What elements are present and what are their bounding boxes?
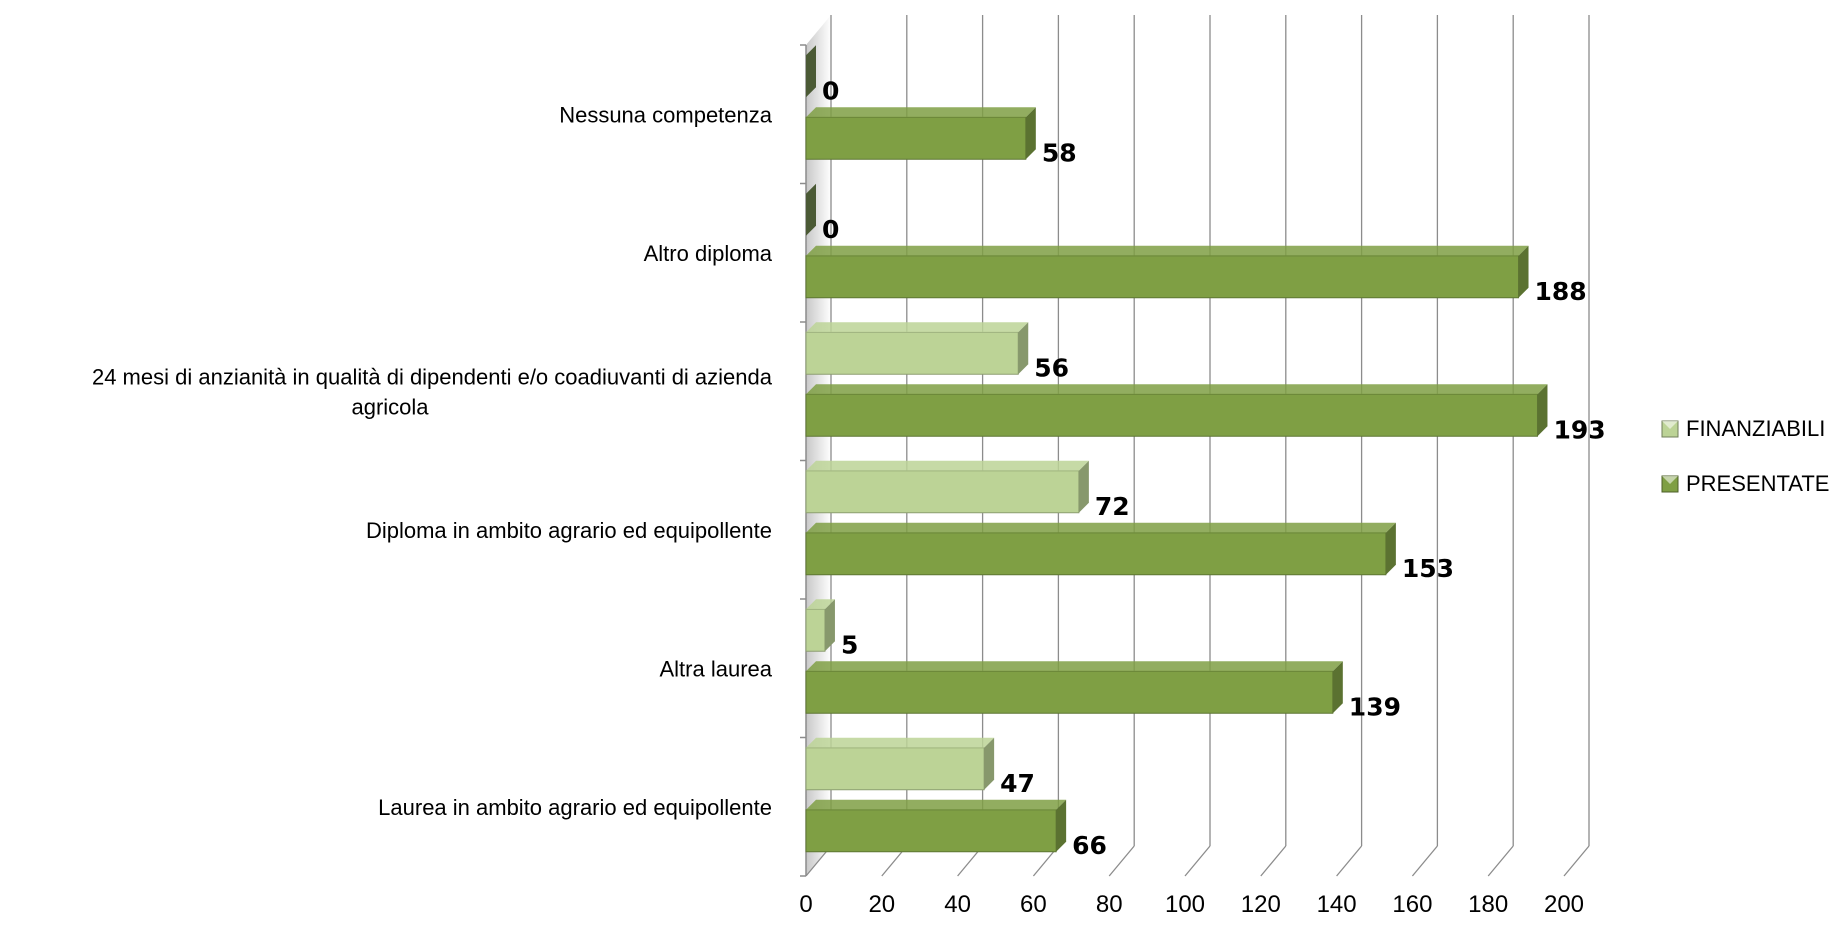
x-tick-label: 60 bbox=[1020, 891, 1047, 918]
bar-front bbox=[805, 608, 826, 652]
x-tick-label: 40 bbox=[944, 891, 971, 918]
floor-gridline bbox=[1411, 845, 1438, 877]
bar-front bbox=[805, 670, 1334, 714]
bar-finanziabili bbox=[805, 599, 835, 652]
value-label: 58 bbox=[1042, 138, 1077, 167]
bar-end bbox=[824, 599, 835, 652]
x-tick-label: 120 bbox=[1241, 891, 1281, 918]
bar-top bbox=[806, 460, 1089, 471]
floor-gridline bbox=[1563, 845, 1590, 877]
x-tick-label: 160 bbox=[1392, 891, 1432, 918]
bar-finanziabili bbox=[805, 460, 1089, 514]
bar-top bbox=[806, 599, 835, 610]
bar-end bbox=[1025, 107, 1036, 160]
floor-gridline bbox=[1336, 845, 1363, 877]
bar-presentate bbox=[805, 799, 1067, 853]
category-label: 24 mesi di anzianità in qualità di dipen… bbox=[92, 364, 773, 389]
legend: FINANZIABILI PRESENTATE bbox=[1661, 416, 1829, 496]
value-label: 47 bbox=[1000, 769, 1035, 798]
bar-end bbox=[1518, 245, 1529, 298]
bar-presentate bbox=[805, 384, 1548, 437]
bar-top bbox=[806, 322, 1029, 333]
floor-gridline bbox=[1108, 845, 1135, 877]
legend-item-presentate: PRESENTATE bbox=[1661, 471, 1829, 496]
bar-top bbox=[806, 522, 1396, 533]
x-tick-label: 80 bbox=[1096, 891, 1123, 918]
bar-front bbox=[805, 331, 1019, 375]
legend-label: PRESENTATE bbox=[1686, 471, 1829, 496]
category-labels: Laurea in ambito agrario ed equipollente… bbox=[92, 102, 773, 820]
value-label: 5 bbox=[841, 630, 858, 659]
bar-end bbox=[1018, 322, 1029, 375]
floor-gridline bbox=[1260, 845, 1287, 877]
legend-swatch-highlight bbox=[1662, 476, 1678, 484]
floor-gridline bbox=[1184, 845, 1211, 877]
bar-finanziabili bbox=[805, 737, 995, 791]
value-label: 0 bbox=[822, 215, 839, 244]
bar-front bbox=[805, 470, 1080, 514]
bar-presentate bbox=[805, 245, 1529, 299]
bar-zero bbox=[806, 45, 816, 98]
x-tick-label: 100 bbox=[1165, 891, 1205, 918]
value-label: 66 bbox=[1072, 831, 1107, 860]
category-axis bbox=[800, 44, 807, 877]
bar-end bbox=[1056, 799, 1067, 852]
bar-top bbox=[806, 245, 1529, 256]
bar-presentate bbox=[805, 107, 1036, 160]
category-label: Diploma in ambito agrario ed equipollent… bbox=[366, 518, 772, 543]
bar-front bbox=[805, 809, 1057, 853]
bar-presentate bbox=[805, 661, 1343, 714]
bar-front bbox=[805, 255, 1520, 299]
bars bbox=[805, 45, 1548, 853]
bar-top bbox=[806, 107, 1036, 118]
category-label: agricola bbox=[351, 394, 429, 419]
bar-top bbox=[806, 737, 995, 748]
x-tick-label: 0 bbox=[799, 891, 812, 918]
bar-top bbox=[806, 384, 1548, 395]
value-label: 0 bbox=[822, 76, 839, 105]
bar-end bbox=[1078, 460, 1089, 513]
category-label: Altra laurea bbox=[659, 656, 772, 681]
legend-item-finanziabili: FINANZIABILI bbox=[1661, 416, 1825, 441]
bar-presentate bbox=[805, 522, 1396, 576]
category-label: Nessuna competenza bbox=[559, 102, 773, 127]
value-label: 153 bbox=[1402, 554, 1454, 583]
value-label: 72 bbox=[1095, 492, 1130, 521]
bar-top bbox=[806, 799, 1067, 810]
floor-gridline bbox=[1487, 845, 1514, 877]
bar-end bbox=[1537, 384, 1548, 437]
bar-finanziabili bbox=[806, 45, 816, 98]
bar-top bbox=[806, 661, 1343, 672]
bar-front bbox=[805, 747, 985, 791]
bar-front bbox=[805, 393, 1538, 437]
bar-end bbox=[1385, 522, 1396, 575]
bar-end bbox=[1332, 661, 1343, 714]
x-tick-label: 20 bbox=[868, 891, 895, 918]
side-wall bbox=[806, 15, 831, 876]
bar-zero bbox=[806, 183, 816, 236]
value-labels: 47 66 5 139 72 153 56 193 0 188 0 58 bbox=[822, 76, 1606, 860]
legend-swatch-highlight bbox=[1662, 421, 1678, 429]
value-label: 139 bbox=[1349, 692, 1401, 721]
value-label: 188 bbox=[1535, 277, 1587, 306]
bar-end bbox=[984, 737, 995, 790]
bar-finanziabili bbox=[806, 183, 816, 236]
x-tick-label: 140 bbox=[1317, 891, 1357, 918]
category-label: Altro diploma bbox=[644, 241, 773, 266]
bar-front bbox=[805, 532, 1387, 576]
value-label: 56 bbox=[1034, 353, 1069, 382]
legend-label: FINANZIABILI bbox=[1686, 416, 1825, 441]
x-tick-labels: 0 20 40 60 80 100 120 140 160 180 200 bbox=[799, 891, 1584, 918]
value-label: 193 bbox=[1553, 415, 1605, 444]
x-tick-label: 200 bbox=[1544, 891, 1584, 918]
x-tick-label: 180 bbox=[1468, 891, 1508, 918]
category-label: Laurea in ambito agrario ed equipollente bbox=[378, 795, 772, 820]
bar-front bbox=[805, 116, 1027, 160]
chart-back-wall bbox=[806, 15, 831, 876]
bar-finanziabili bbox=[805, 322, 1029, 375]
